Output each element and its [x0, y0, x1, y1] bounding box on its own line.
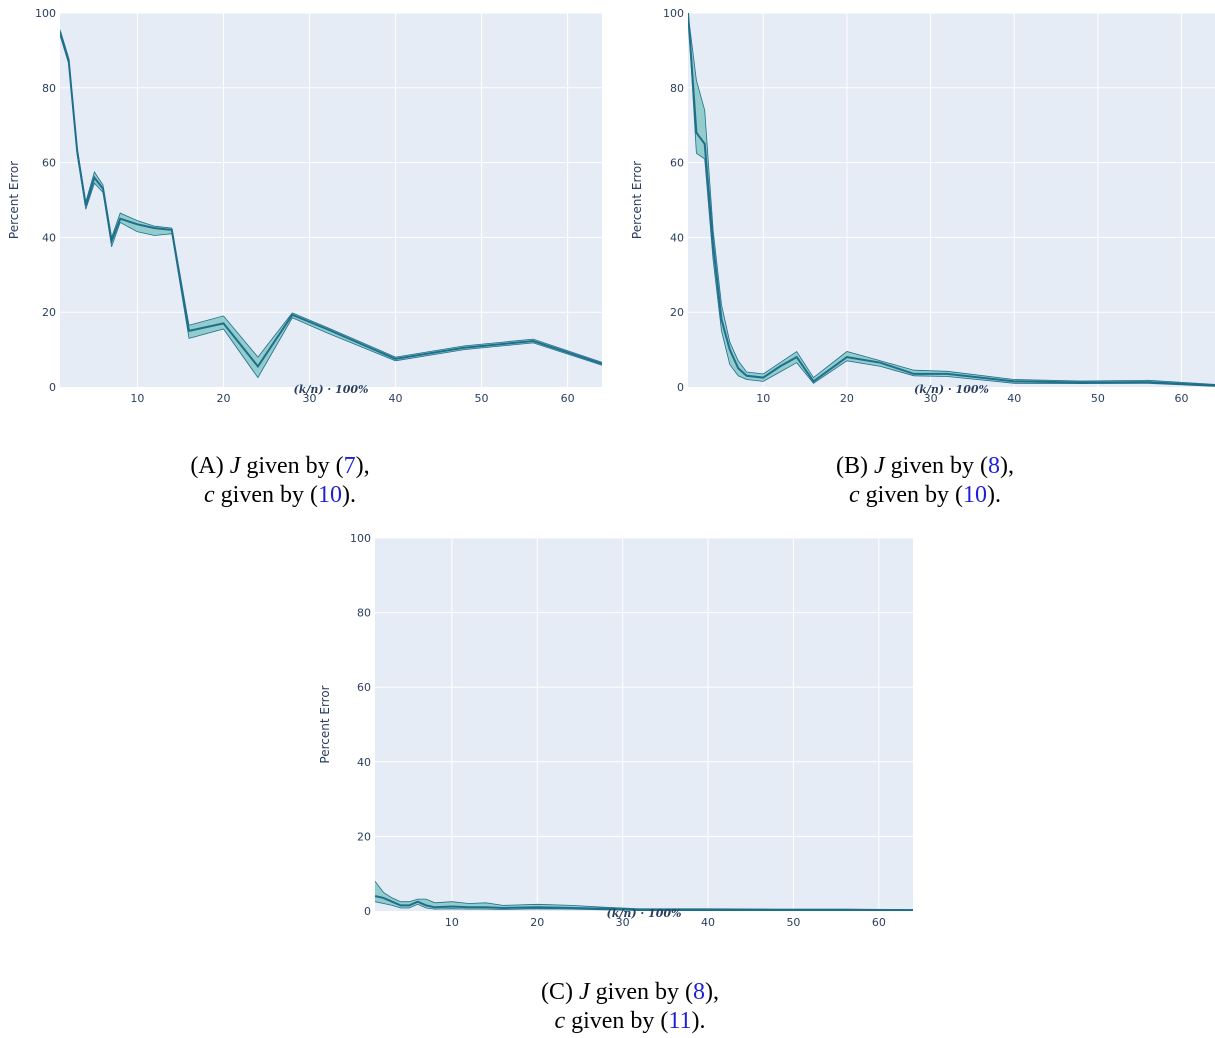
y-tick-label: 40 — [42, 231, 56, 244]
x-tick-label: 50 — [475, 392, 489, 405]
y-tick-label: 100 — [35, 7, 56, 20]
y-tick-label: 0 — [49, 381, 56, 394]
x-tick-label: 10 — [756, 392, 770, 405]
y-tick-label: 20 — [42, 306, 56, 319]
chart-panel-b: 0 20 40 60 80 100 10 20 30 40 50 60 Percent Error (k/… — [630, 7, 1215, 405]
upper-bound-line — [60, 29, 602, 363]
x-tick-label: 40 — [389, 392, 403, 405]
caption-a-letter: A — [198, 453, 216, 479]
plot-area — [60, 13, 602, 387]
mean-line — [375, 895, 913, 911]
lower-bound-line — [688, 13, 1215, 387]
caption-c-c-ref[interactable]: 11 — [668, 1008, 692, 1034]
y-tick-label: 80 — [357, 607, 371, 620]
y-tick-label: 0 — [364, 905, 371, 918]
x-tick-label: 20 — [530, 916, 544, 929]
y-axis-title: Percent Error — [7, 161, 21, 239]
caption-b-c-ref[interactable]: 10 — [962, 482, 987, 508]
y-axis-title: Percent Error — [630, 161, 644, 239]
x-tick-label: 60 — [872, 916, 886, 929]
y-tick-label: 100 — [350, 532, 371, 545]
y-tick-label: 100 — [663, 7, 684, 20]
x-tick-label: 30 — [302, 392, 316, 405]
x-tick-label: 60 — [1175, 392, 1189, 405]
y-tick-label: 40 — [357, 756, 371, 769]
caption-b-j-ref[interactable]: 8 — [987, 453, 1000, 479]
plot-area — [375, 538, 913, 911]
y-tick-label: 0 — [677, 381, 684, 394]
chart-panel-a: 0 20 40 60 80 100 10 20 30 40 50 60 Percent Error (k/… — [7, 7, 602, 405]
y-tick-label: 20 — [357, 830, 371, 843]
y-tick-label: 60 — [357, 681, 371, 694]
y-tick-label: 80 — [670, 82, 684, 95]
y-tick-label: 20 — [670, 306, 684, 319]
caption-c: (C) J given by (8), c given by (11). — [541, 979, 719, 1034]
plot-series — [688, 13, 1215, 387]
chart-panel-c: 0 20 40 60 80 100 10 20 30 40 50 60 Percent Error (k/… — [318, 532, 913, 929]
x-axis-title: (k/n) · 100% — [607, 907, 682, 920]
upper-bound-line — [375, 880, 913, 910]
plot-area — [688, 13, 1215, 387]
x-tick-label: 10 — [130, 392, 144, 405]
x-tick-label: 20 — [840, 392, 854, 405]
x-tick-label: 40 — [701, 916, 715, 929]
x-tick-label: 10 — [445, 916, 459, 929]
lower-bound-line — [60, 35, 602, 379]
y-tick-label: 60 — [670, 157, 684, 170]
y-axis-title: Percent Error — [318, 685, 332, 763]
mean-line — [60, 31, 602, 369]
x-tick-label: 30 — [924, 392, 938, 405]
x-tick-label: 60 — [561, 392, 575, 405]
plot-series — [375, 880, 913, 911]
x-tick-label: 30 — [616, 916, 630, 929]
caption-c-letter: C — [549, 979, 566, 1005]
mean-line — [688, 13, 1215, 387]
plot-series — [60, 29, 602, 379]
y-tick-label: 80 — [42, 82, 56, 95]
x-axis-title: (k/n) · 100% — [294, 383, 369, 396]
y-tick-label: 40 — [670, 231, 684, 244]
confidence-band — [375, 881, 913, 911]
y-tick-label: 60 — [42, 157, 56, 170]
caption-c-j-ref[interactable]: 8 — [692, 979, 705, 1005]
x-axis-title: (k/n) · 100% — [914, 383, 989, 396]
caption-a: (A) J given by (7), c given by (10). — [190, 453, 370, 508]
x-tick-label: 20 — [216, 392, 230, 405]
upper-bound-line — [688, 13, 1215, 385]
x-tick-label: 50 — [1091, 392, 1105, 405]
x-tick-label: 40 — [1007, 392, 1021, 405]
caption-a-j-ref[interactable]: 7 — [343, 453, 356, 479]
caption-b: (B) J given by (8), c given by (10). — [836, 453, 1014, 508]
caption-a-c-ref[interactable]: 10 — [317, 482, 342, 508]
caption-b-letter: B — [844, 453, 861, 479]
x-tick-label: 50 — [786, 916, 800, 929]
